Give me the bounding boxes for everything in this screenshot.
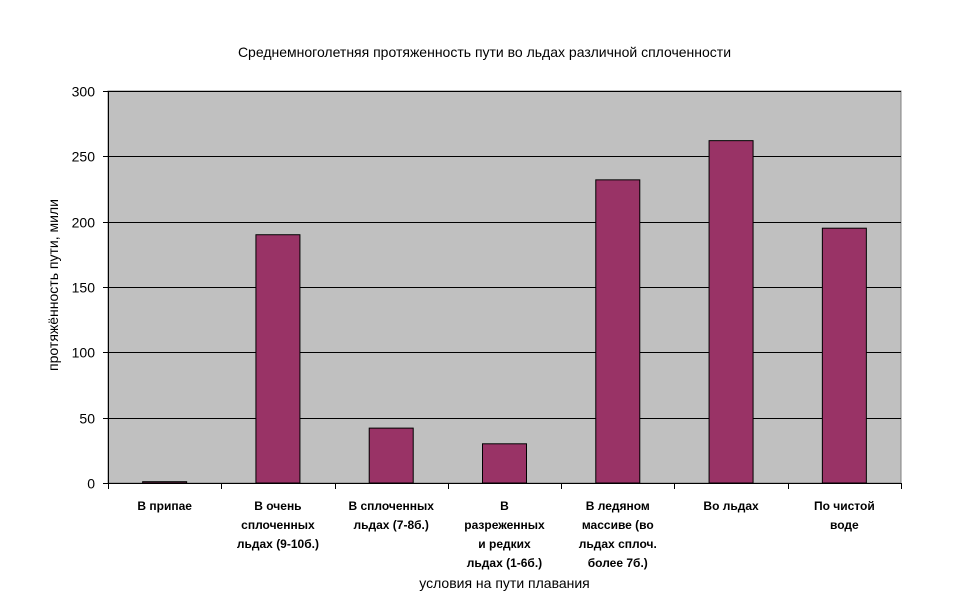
x-axis-title: условия на пути плавания: [419, 575, 590, 591]
y-tick-label: 0: [87, 476, 95, 492]
x-tick-label-line: льдах (1-6б.): [466, 556, 543, 570]
y-tick-label: 100: [72, 345, 96, 361]
bar: [595, 179, 641, 484]
x-tick-label-line: более 7б.): [587, 556, 648, 570]
y-tick-label: 50: [79, 411, 95, 427]
bar: [821, 227, 867, 484]
x-tick-label-line: По чистой: [813, 499, 875, 513]
x-tick-label-line: воде: [830, 518, 859, 532]
x-tick-label-line: В сплоченных: [348, 499, 434, 513]
y-tick-label: 300: [72, 84, 96, 100]
x-tick-label-line: и редких: [478, 537, 531, 551]
bar: [708, 140, 754, 484]
y-tick-label: 250: [72, 149, 96, 165]
x-tick-label: В ледяном массиве (во льдах сплоч. более 7б…: [561, 497, 674, 573]
bar: [368, 427, 414, 484]
x-tick-label-line: льдах сплоч.: [578, 537, 657, 551]
x-tick-label: Во льдах: [674, 497, 787, 516]
bar: [482, 443, 527, 484]
x-tick-label-line: сплоченных: [241, 518, 315, 532]
x-tick-label-line: разреженных: [464, 518, 545, 532]
x-tick-label: В сплоченных льдах (7-8б.): [335, 497, 448, 535]
chart-title: Среднемноголетняя протяженность пути во …: [237, 44, 732, 60]
x-tick-label-line: В очень: [254, 499, 302, 513]
x-tick-label: В припае: [108, 497, 221, 516]
x-tick-label: В очень сплоченных льдах (9-10б.): [221, 497, 334, 554]
x-tick-label-line: В: [500, 499, 509, 513]
x-tick-label-line: массиве (во: [581, 518, 654, 532]
x-tick-label-line: В ледяном: [585, 499, 650, 513]
x-tick-label: По чистой воде: [788, 497, 901, 535]
bar: [255, 234, 301, 484]
y-tick-label: 150: [72, 280, 96, 296]
bar: [142, 481, 188, 484]
y-tick-label: 200: [72, 215, 96, 231]
x-tick-label-line: Во льдах: [703, 499, 759, 513]
x-tick-label-line: льдах (7-8б.): [353, 518, 429, 532]
x-tick-label-line: В припае: [137, 499, 192, 513]
x-tick-label-line: льдах (9-10б.): [236, 537, 319, 551]
